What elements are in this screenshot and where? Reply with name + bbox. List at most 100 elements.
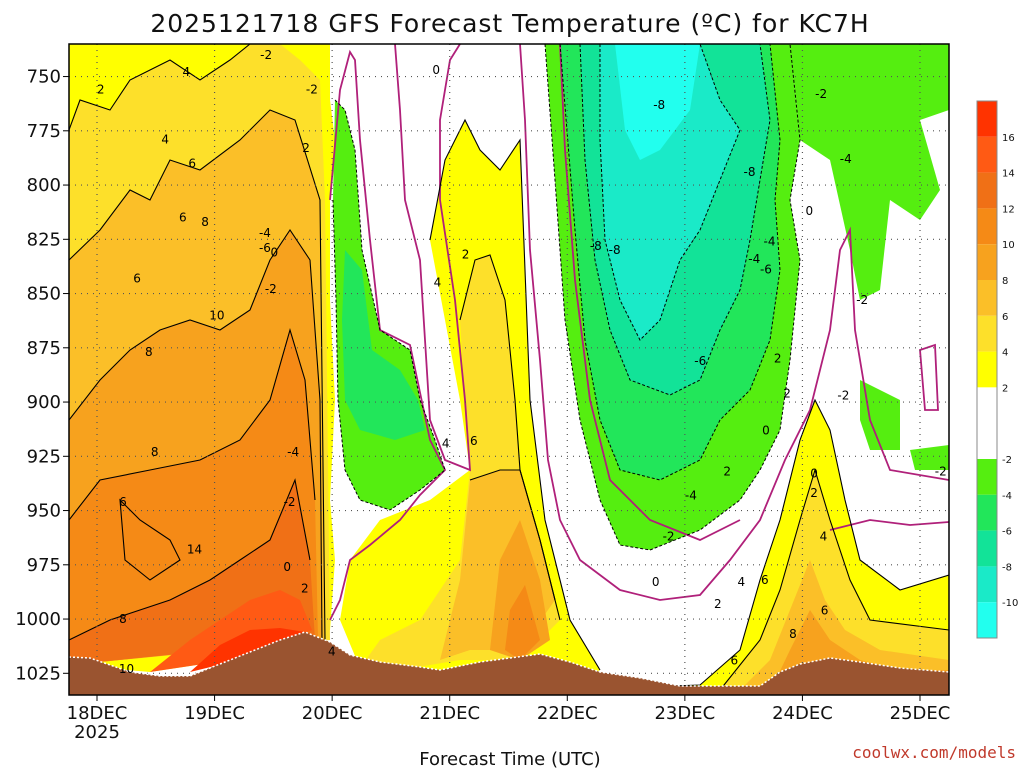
colorbar-tick-label: 4 xyxy=(1002,348,1008,359)
x-tick-label: 23DEC xyxy=(654,703,715,724)
contour-label: -2 xyxy=(663,530,675,544)
contour-label: -4 xyxy=(763,234,775,248)
terrain-outline xyxy=(69,631,949,687)
isotherm-line-9 xyxy=(469,469,556,601)
contour-label: 0 xyxy=(432,63,440,77)
colorbar-tick-label: -6 xyxy=(1002,527,1012,538)
contour-label: 2 xyxy=(723,464,731,478)
contour-label: -2 xyxy=(284,495,296,509)
isotherm-line-14 xyxy=(579,44,771,396)
y-tick-label: 825 xyxy=(27,229,61,250)
contour-label: 8 xyxy=(119,612,127,626)
zero-contour-d xyxy=(559,44,741,541)
isotherm-line-10 xyxy=(719,468,949,691)
contour-label: 6 xyxy=(133,271,141,285)
colorbar-tick-label: -4 xyxy=(1002,491,1012,502)
isotherm-line-11 xyxy=(559,398,949,691)
contour-label: 10 xyxy=(119,662,134,676)
x-axis: 18DEC 19DEC 20DEC 21DEC 22DEC 23DEC 24DEC 25DEC xyxy=(67,695,951,724)
colorbar-band xyxy=(977,101,997,137)
zero-contour-b xyxy=(394,44,472,472)
x-axis-year-label: 2025 xyxy=(74,722,120,743)
y-tick-label: 1000 xyxy=(15,609,61,630)
zero-contour-a xyxy=(329,49,447,621)
x-axis-title: Forecast Time (UTC) xyxy=(419,749,600,768)
isotherm-line-1 xyxy=(69,44,251,131)
colorbar-band xyxy=(977,602,997,638)
contour-label: 2 xyxy=(774,352,782,366)
contour-label: -2 xyxy=(260,48,272,62)
contour-label: 6 xyxy=(821,603,829,617)
x-tick-label: 21DEC xyxy=(419,703,480,724)
contour-label: -2 xyxy=(856,293,868,307)
x-tick-label: 24DEC xyxy=(772,703,833,724)
contour-label: -8 xyxy=(590,239,602,253)
y-tick-label: 850 xyxy=(27,284,61,305)
contour-label: -4 xyxy=(259,226,271,240)
contour-label: 6 xyxy=(730,653,738,667)
x-tick-label: 20DEC xyxy=(302,703,363,724)
gridlines xyxy=(69,44,949,695)
colorbar-tick-label: 10 xyxy=(1002,240,1015,251)
contour-label: -2 xyxy=(935,464,947,478)
warm-tongue-10 xyxy=(505,585,540,660)
contour-label: 0 xyxy=(652,575,660,589)
isotherm-line-13 xyxy=(559,44,781,481)
contour-label: -6 xyxy=(694,354,706,368)
contour-label: -2 xyxy=(306,83,318,97)
contour-label: 8 xyxy=(201,215,209,229)
colorbar-tick-label: 16 xyxy=(1002,133,1015,144)
contour-label: 0 xyxy=(762,423,770,437)
contour-label: 10 xyxy=(209,308,224,322)
contour-label: -6 xyxy=(760,263,772,277)
isotherm-line-12 xyxy=(544,44,801,551)
y-tick-label: 975 xyxy=(27,555,61,576)
contour-label: 4 xyxy=(737,575,745,589)
isotherm-line-15 xyxy=(599,44,741,341)
y-tick-label: 925 xyxy=(27,446,61,467)
contour-label: -4 xyxy=(685,488,697,502)
colorbar-band xyxy=(977,566,997,603)
isotherm-line-7 xyxy=(429,118,601,671)
warm-band-14 xyxy=(150,590,312,672)
colorbar-tick-label: -2 xyxy=(1002,455,1012,466)
colorbar-band xyxy=(977,459,997,495)
contour-label: 2 xyxy=(810,486,818,500)
x-tick-label: 18DEC xyxy=(67,703,128,724)
colorbar-band xyxy=(977,351,997,388)
isotherm-line-6 xyxy=(119,498,181,581)
contour-label: 2 xyxy=(783,386,791,400)
colorbar-tick-label: 12 xyxy=(1002,204,1015,215)
contour-label: 8 xyxy=(789,627,797,641)
colorbar-tick-label: -8 xyxy=(1002,562,1012,573)
contour-label: 2 xyxy=(714,597,722,611)
y-tick-label: 775 xyxy=(27,121,61,142)
contour-label: 2 xyxy=(301,582,309,596)
isotherm-line-4 xyxy=(69,328,316,521)
y-axis: 750 775 800 825 850 875 900 925 950 975 1000 1025 xyxy=(15,67,69,684)
cold-area-25dec-right xyxy=(910,445,949,470)
isotherm-line-2 xyxy=(69,109,326,641)
contour-label: 0 xyxy=(283,560,291,574)
contour-label: 4 xyxy=(328,645,336,659)
credit-text: coolwx.com/models xyxy=(852,743,1016,762)
contour-label: 8 xyxy=(151,445,159,459)
contour-label: 0 xyxy=(810,467,818,481)
contour-label: 6 xyxy=(188,156,196,170)
x-tick-label: 25DEC xyxy=(890,703,951,724)
zero-contour-f xyxy=(919,343,939,411)
y-tick-label: 900 xyxy=(27,392,61,413)
cold-area-25dec-low xyxy=(860,380,900,450)
colorbar-band xyxy=(977,387,997,459)
contour-label: 4 xyxy=(820,530,828,544)
warm-band-16 xyxy=(190,628,305,672)
contour-label: 2 xyxy=(462,247,470,261)
contour-label: -2 xyxy=(837,389,849,403)
chart-title: 2025121718 GFS Forecast Temperature (ºC)… xyxy=(150,9,869,38)
contour-label: -4 xyxy=(748,252,760,266)
contour-label: -4 xyxy=(287,445,299,459)
contour-label: -8 xyxy=(744,165,756,179)
colorbar-tick-label: 14 xyxy=(1002,169,1015,180)
